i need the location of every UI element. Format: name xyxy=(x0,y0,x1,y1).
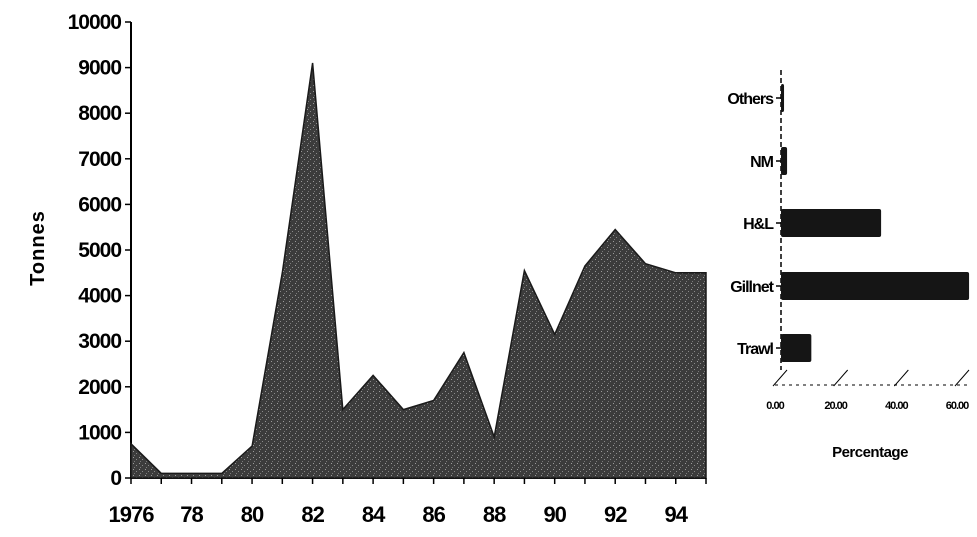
y-tick-label: 4000 xyxy=(78,285,121,308)
x-tick-label: 78 xyxy=(180,502,203,527)
catch-area-series xyxy=(130,62,707,479)
bar-others xyxy=(781,84,785,112)
y-tick-label: 9000 xyxy=(78,57,121,80)
percentage-tick-label: 40.00 xyxy=(885,400,908,412)
percentage-tick-mark xyxy=(833,369,849,387)
percentage-axis-ticks: 0.00 20.00 40.00 60.00 xyxy=(766,369,970,412)
bar-chart-axis xyxy=(775,70,971,386)
x-tick-label: 80 xyxy=(241,502,264,527)
x-tick-label: 92 xyxy=(604,502,627,527)
x-tick-label: 1976 xyxy=(109,502,155,527)
gear-category-labels: Trawl Gillnet H&L NM Others xyxy=(727,91,775,358)
percentage-bars xyxy=(776,84,970,362)
percentage-axis-title: Percentage xyxy=(832,444,908,461)
y-tick-label: 3000 xyxy=(78,330,121,353)
bar-hl xyxy=(781,209,882,237)
y-tick-label: 6000 xyxy=(78,193,121,216)
y-tick-label: 8000 xyxy=(78,102,121,125)
percentage-tick-label: 0.00 xyxy=(766,400,784,412)
y-tick-label: 1000 xyxy=(78,421,121,444)
x-tick-label: 94 xyxy=(664,502,688,527)
y-tick-label: 7000 xyxy=(78,148,121,171)
category-label-others: Others xyxy=(727,91,774,108)
y-tick-label: 10000 xyxy=(68,11,122,34)
y-tick-label: 5000 xyxy=(78,239,121,262)
bar-nm xyxy=(781,147,788,175)
y-axis-title: Tonnes xyxy=(27,210,49,286)
y-axis-ticks: 0 1000 2000 3000 4000 5000 6000 7000 8000 9000 100… xyxy=(68,11,131,490)
category-label-gillnet: Gillnet xyxy=(730,279,774,296)
percentage-tick-mark xyxy=(954,369,970,387)
x-axis-ticks: 1976 78 80 82 84 86 88 90 92 94 xyxy=(109,478,707,527)
x-tick-label: 86 xyxy=(422,502,445,527)
y-tick-label: 2000 xyxy=(78,376,121,399)
x-tick-label: 82 xyxy=(301,502,324,527)
percentage-tick-mark xyxy=(772,369,788,387)
category-label-nm: NM xyxy=(750,154,774,171)
category-label-trawl: Trawl xyxy=(737,341,773,358)
tonnes-area-chart: 0 1000 2000 3000 4000 5000 6000 7000 8000 9000 100… xyxy=(27,11,707,527)
percentage-tick-mark xyxy=(893,369,909,387)
x-tick-label: 84 xyxy=(362,502,386,527)
bar-gillnet xyxy=(781,272,970,300)
percentage-tick-label: 60.00 xyxy=(946,400,969,412)
percentage-tick-label: 20.00 xyxy=(824,400,847,412)
y-tick-label: 0 xyxy=(110,467,121,490)
gear-percentage-bar-chart: Trawl Gillnet H&L NM Others 0.00 20.00 40.00 60… xyxy=(727,70,971,461)
x-tick-label: 88 xyxy=(483,502,506,527)
bar-trawl xyxy=(781,334,812,362)
category-label-hl: H&L xyxy=(743,216,774,233)
x-tick-label: 90 xyxy=(543,502,566,527)
